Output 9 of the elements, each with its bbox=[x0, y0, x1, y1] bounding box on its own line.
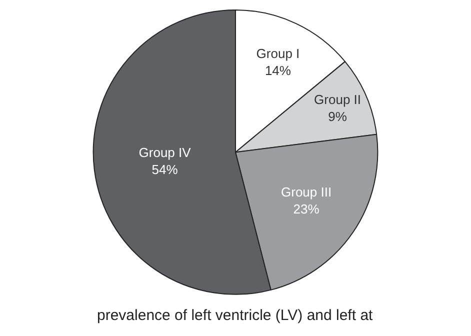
slice-label: Group III bbox=[281, 184, 332, 200]
data-label: 54% bbox=[152, 162, 178, 178]
slice-label: Group II bbox=[314, 92, 362, 108]
slice-label: Group IV bbox=[138, 145, 192, 160]
text: prevalence of left ventricle (LV) and left at bbox=[97, 307, 374, 324]
data-label: 14% bbox=[264, 62, 292, 78]
data-label: 9% bbox=[328, 108, 348, 124]
data-label: 23% bbox=[293, 201, 320, 216]
slice-label: Group I bbox=[256, 46, 300, 62]
